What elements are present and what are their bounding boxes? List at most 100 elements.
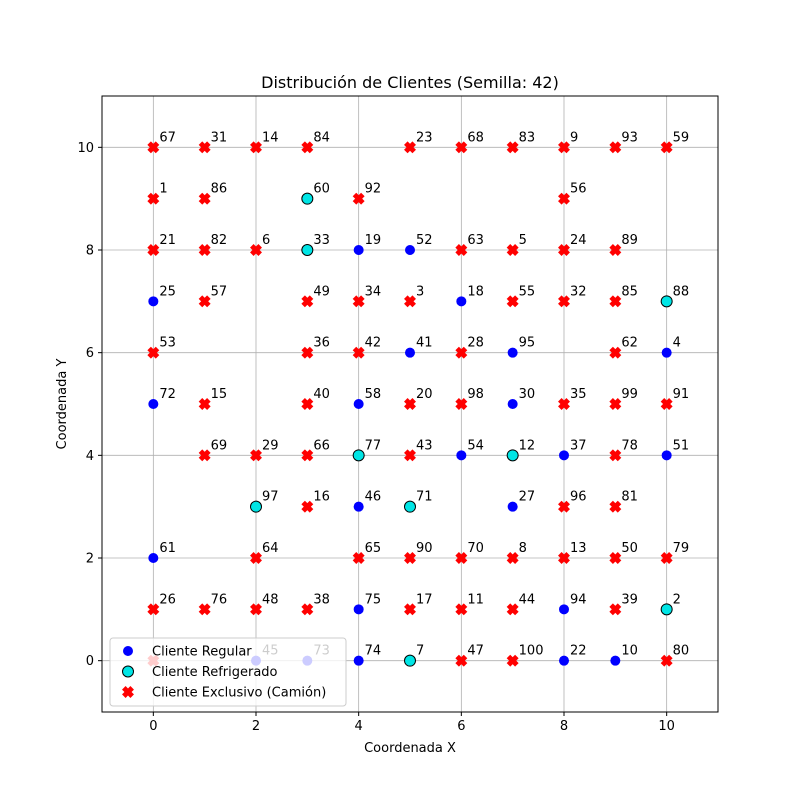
point-label: 9 xyxy=(570,130,578,145)
x-marker-stroke xyxy=(301,295,314,308)
point-label: 46 xyxy=(365,490,382,505)
x-marker-stroke xyxy=(250,449,262,462)
exclusive-client-point xyxy=(198,295,211,308)
point-label: 48 xyxy=(262,592,279,607)
regular-client-point xyxy=(507,501,518,512)
x-marker-stroke xyxy=(558,192,570,205)
x-marker-stroke xyxy=(147,603,160,616)
x-marker-stroke xyxy=(609,346,622,359)
refrigerated-client-point xyxy=(250,500,262,513)
point-label: 1 xyxy=(159,182,167,197)
point-label: 35 xyxy=(570,387,587,402)
point-label: 55 xyxy=(519,284,536,299)
x-marker-stroke xyxy=(506,552,519,564)
point-label: 30 xyxy=(519,387,536,402)
x-marker-stroke xyxy=(198,295,211,308)
point-label: 6 xyxy=(262,233,270,248)
exclusive-client-point xyxy=(660,654,673,667)
exclusive-client-point xyxy=(455,552,468,564)
exclusive-client-point xyxy=(404,295,416,308)
point-label: 41 xyxy=(416,336,433,351)
y-tick-label: 6 xyxy=(86,346,94,361)
point-label: 42 xyxy=(365,336,382,351)
exclusive-client-point xyxy=(455,398,468,410)
x-marker-stroke xyxy=(198,141,211,154)
point-label: 16 xyxy=(313,490,330,505)
x-marker-stroke xyxy=(455,346,468,359)
regular-client-point xyxy=(661,450,672,461)
plot-frame xyxy=(101,95,719,713)
point-label: 71 xyxy=(416,490,433,505)
exclusive-client-point xyxy=(609,603,622,616)
exclusive-client-point xyxy=(609,449,622,462)
x-marker-stroke xyxy=(122,686,134,698)
regular-client-point xyxy=(148,553,159,563)
exclusive-client-point xyxy=(404,398,416,410)
regular-client-point xyxy=(456,450,467,461)
x-marker-stroke xyxy=(198,192,211,205)
regular-client-point xyxy=(353,655,364,666)
exclusive-client-point xyxy=(609,244,622,256)
exclusive-client-point xyxy=(147,192,160,205)
regular-client-point xyxy=(353,399,364,409)
legend-entry: Cliente Regular xyxy=(152,645,252,660)
refrigerated-client-point xyxy=(352,449,365,462)
x-marker-stroke xyxy=(660,552,673,564)
point-label: 65 xyxy=(365,541,382,556)
point-label: 78 xyxy=(621,438,638,453)
exclusive-client-point xyxy=(198,141,211,154)
x-marker-stroke xyxy=(455,244,468,256)
x-marker-stroke xyxy=(455,398,468,410)
x-marker-stroke xyxy=(558,295,570,308)
point-label: 36 xyxy=(313,336,330,351)
x-marker-stroke xyxy=(301,500,314,513)
exclusive-client-point xyxy=(558,244,570,256)
point-label: 52 xyxy=(416,233,433,248)
point-label: 100 xyxy=(519,644,544,659)
x-marker-stroke xyxy=(506,141,519,154)
point-label: 33 xyxy=(313,233,330,248)
exclusive-client-point xyxy=(301,346,314,359)
x-marker-stroke xyxy=(250,603,262,616)
regular-client-point xyxy=(353,501,364,512)
point-label: 40 xyxy=(313,387,330,402)
x-marker-stroke xyxy=(558,398,570,410)
point-label: 92 xyxy=(365,182,382,197)
point-label: 61 xyxy=(159,541,176,556)
x-marker-stroke xyxy=(301,398,314,410)
point-label: 20 xyxy=(416,387,433,402)
point-label: 38 xyxy=(313,592,330,607)
x-marker-stroke xyxy=(198,449,211,462)
x-marker-stroke xyxy=(660,398,673,410)
exclusive-client-point xyxy=(506,654,519,667)
exclusive-client-point xyxy=(198,244,211,256)
point-label: 50 xyxy=(621,541,638,556)
x-marker-stroke xyxy=(404,449,416,462)
x-marker-stroke xyxy=(506,244,519,256)
x-axis-label: Coordenada X xyxy=(364,741,456,756)
x-tick-label: 2 xyxy=(252,719,260,734)
point-label: 14 xyxy=(262,130,279,145)
exclusive-client-point xyxy=(609,346,622,359)
exclusive-client-point xyxy=(455,244,468,256)
regular-client-point xyxy=(456,296,467,307)
exclusive-client-point xyxy=(301,449,314,462)
exclusive-client-point xyxy=(558,552,570,564)
point-label: 4 xyxy=(673,336,681,351)
point-label: 17 xyxy=(416,592,433,607)
exclusive-client-point xyxy=(558,192,570,205)
point-label: 96 xyxy=(570,490,587,505)
x-marker-stroke xyxy=(404,603,416,616)
regular-client-point xyxy=(610,655,621,666)
y-axis-label: Coordenada Y xyxy=(55,359,70,450)
x-marker-stroke xyxy=(609,449,622,462)
point-label: 3 xyxy=(416,284,424,299)
x-marker-stroke xyxy=(352,346,365,359)
exclusive-client-point xyxy=(301,398,314,410)
x-marker-stroke xyxy=(506,603,519,616)
point-label: 51 xyxy=(673,438,690,453)
exclusive-client-point xyxy=(147,346,160,359)
